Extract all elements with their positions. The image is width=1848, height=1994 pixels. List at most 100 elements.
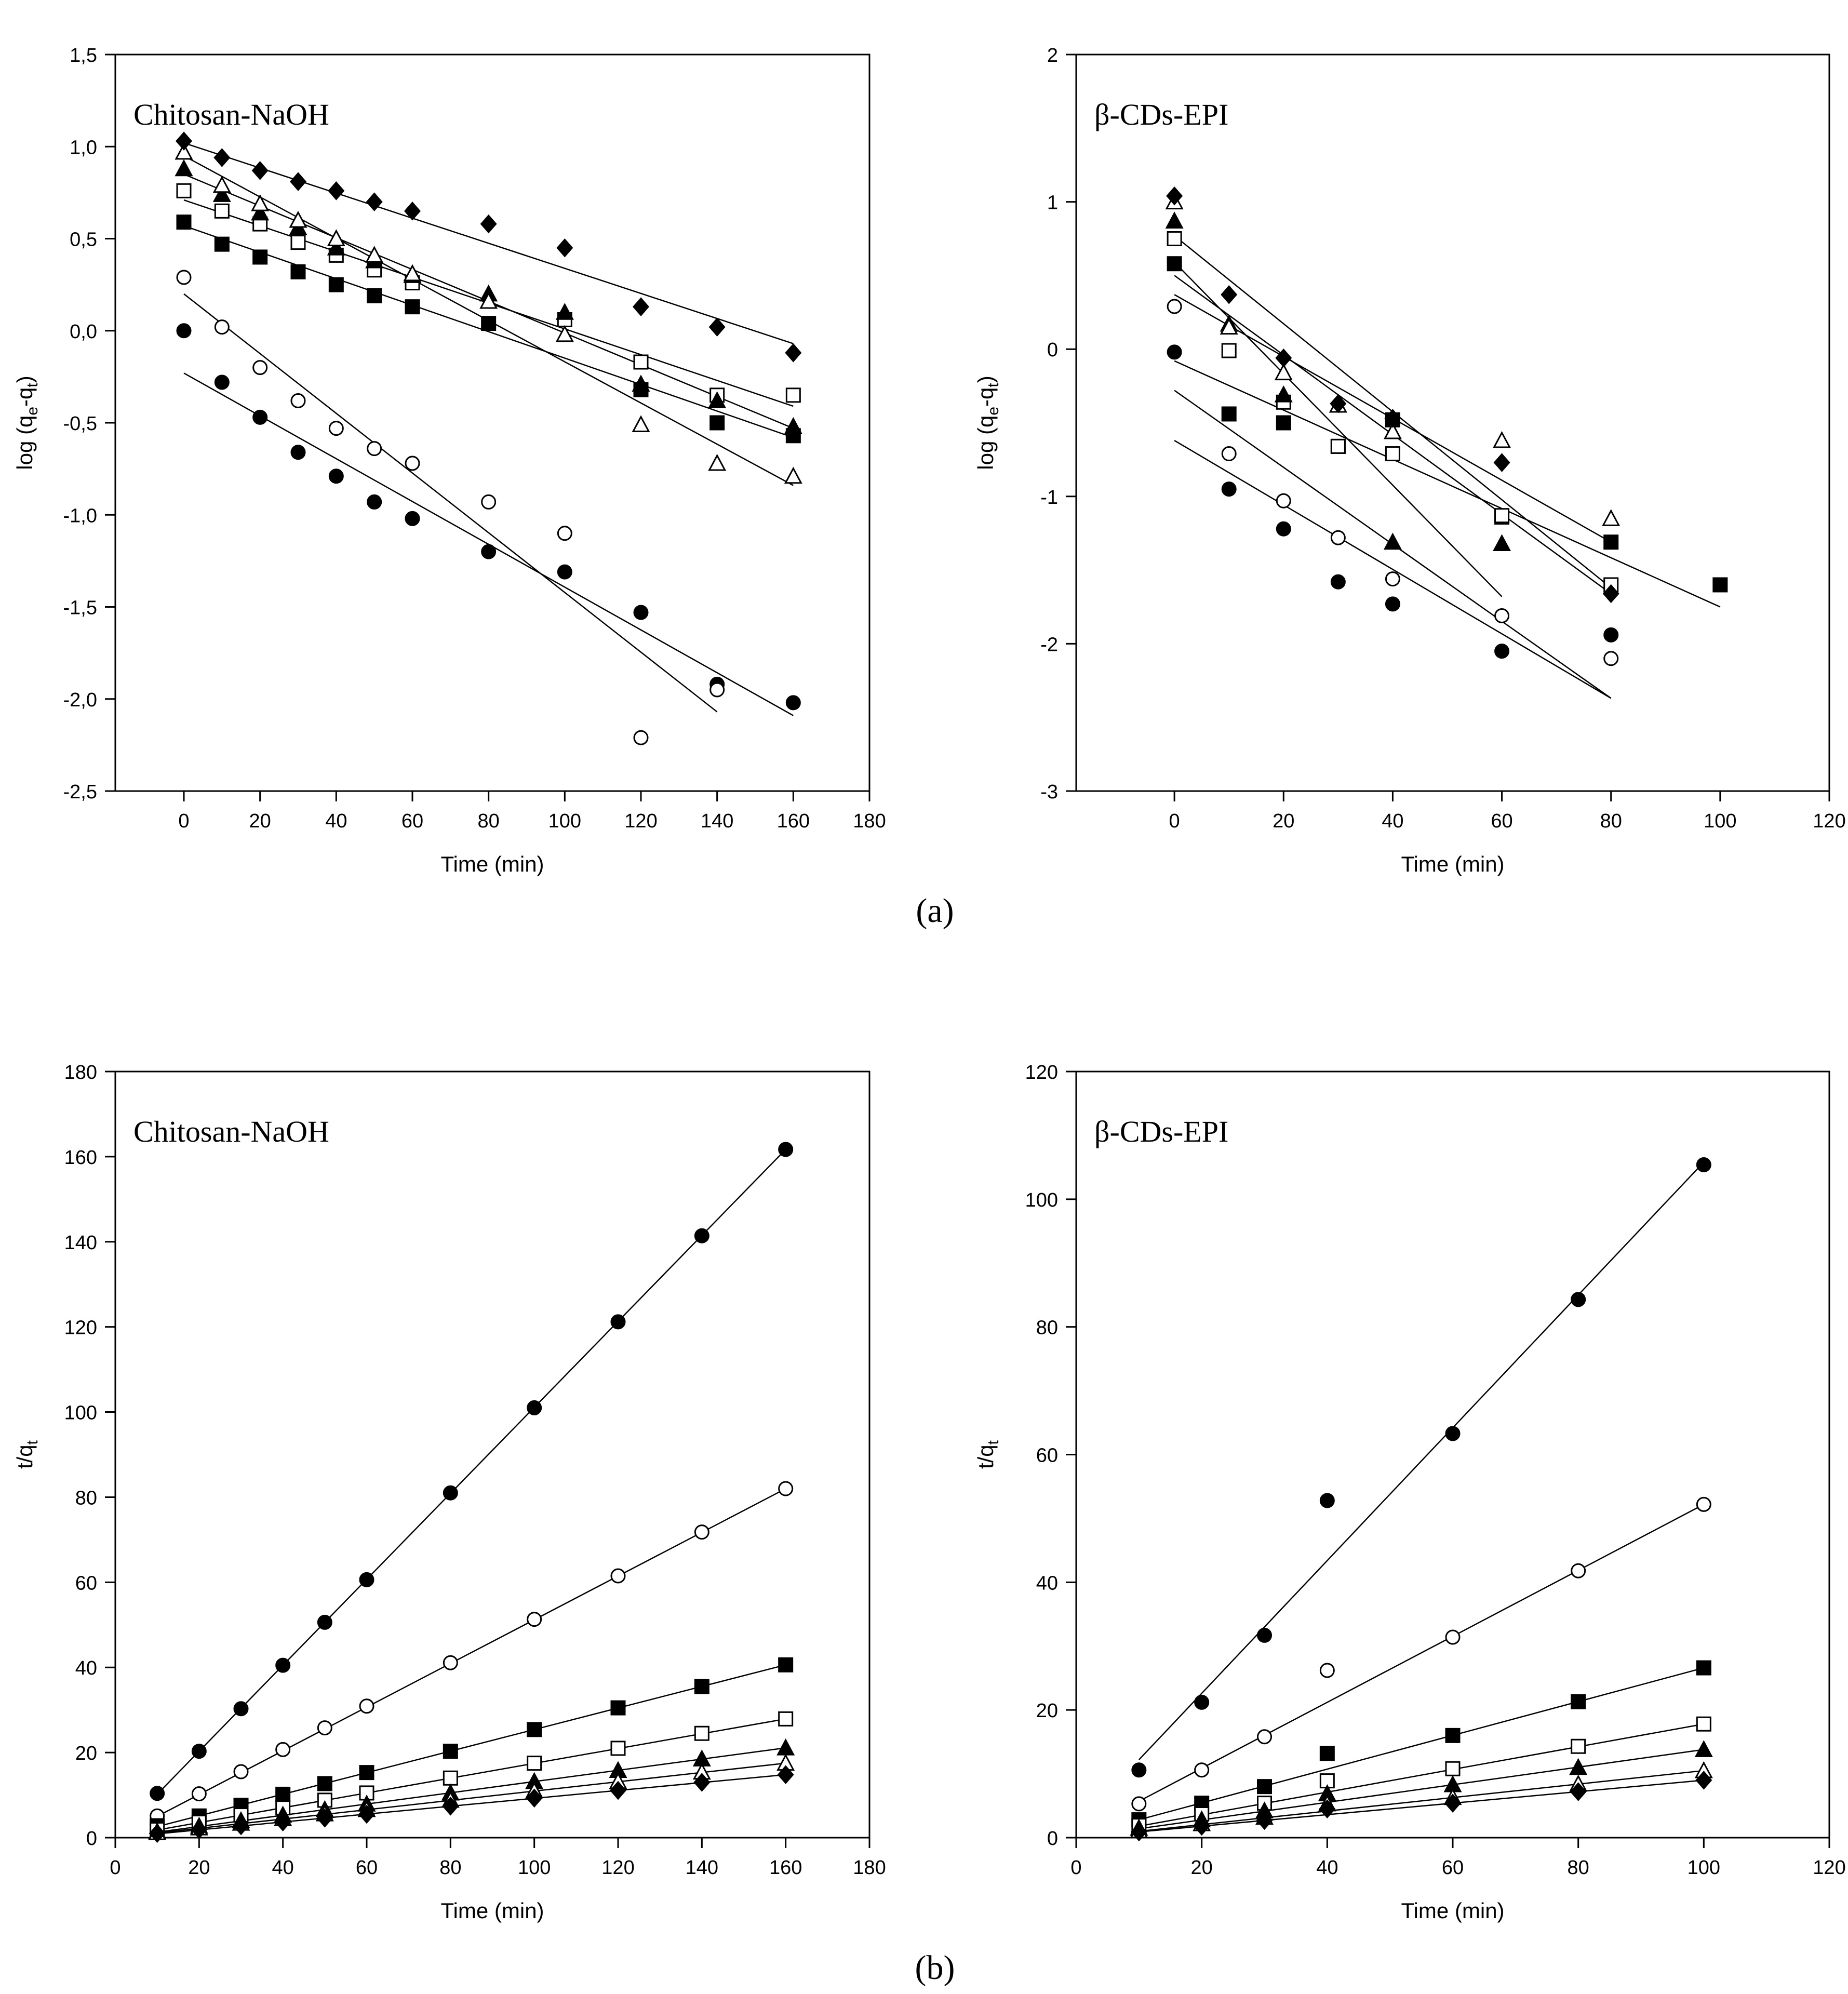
marker-filled-diamond bbox=[633, 297, 649, 316]
y-axis-label-sub-t: t bbox=[985, 1440, 1002, 1444]
marker-filled-triangle bbox=[1383, 532, 1402, 550]
y-axis-label-sub-e: e bbox=[24, 407, 41, 416]
data-markers bbox=[148, 1142, 795, 1843]
marker-open-triangle bbox=[365, 246, 384, 263]
marker-filled-triangle bbox=[555, 303, 574, 320]
y-tick-label: 100 bbox=[64, 1402, 97, 1424]
y-axis-ticks: 0 20 40 60 80 100 120 140 160 180 bbox=[64, 1062, 115, 1850]
marker-filled-circle bbox=[481, 544, 497, 559]
marker-open-square bbox=[1221, 343, 1237, 358]
y-axis-label-end: ) bbox=[973, 376, 998, 383]
marker-open-circle bbox=[191, 1786, 207, 1802]
marker-filled-diamond bbox=[556, 238, 573, 258]
y-axis-label-sub-t: t bbox=[985, 383, 1002, 387]
marker-open-circle bbox=[1319, 1663, 1335, 1678]
marker-filled-diamond bbox=[1602, 584, 1619, 604]
marker-open-square bbox=[633, 354, 649, 370]
y-tick-label: 20 bbox=[1036, 1700, 1058, 1722]
marker-filled-square bbox=[481, 316, 497, 331]
marker-filled-diamond bbox=[251, 161, 269, 180]
marker-open-square bbox=[1167, 231, 1182, 246]
x-tick-label: 120 bbox=[624, 810, 657, 832]
marker-open-circle bbox=[443, 1655, 458, 1670]
marker-filled-diamond bbox=[526, 1788, 543, 1808]
marker-open-circle bbox=[359, 1698, 374, 1714]
marker-open-circle bbox=[290, 393, 306, 408]
chart-title: Chitosan-NaOH bbox=[133, 98, 329, 131]
marker-filled-diamond bbox=[1166, 186, 1183, 206]
x-tick-label: 80 bbox=[439, 1857, 461, 1879]
marker-open-square bbox=[610, 1741, 626, 1756]
marker-open-circle bbox=[367, 441, 382, 457]
marker-open-square bbox=[1445, 1761, 1461, 1776]
marker-filled-square bbox=[1257, 1779, 1272, 1795]
x-axis-ticks: 0 20 40 60 80 100 120 bbox=[1169, 791, 1846, 832]
marker-filled-square bbox=[214, 236, 230, 252]
marker-filled-diamond bbox=[1570, 1782, 1587, 1801]
y-tick-label: 60 bbox=[1036, 1445, 1058, 1467]
x-axis-ticks: 0 20 40 60 80 100 120 bbox=[1070, 1838, 1846, 1879]
marker-filled-circle bbox=[252, 409, 268, 425]
marker-filled-square bbox=[1603, 534, 1619, 550]
x-tick-label: 20 bbox=[188, 1857, 210, 1879]
marker-filled-diamond bbox=[366, 192, 383, 211]
marker-filled-triangle bbox=[708, 391, 727, 408]
y-tick-label: -1,0 bbox=[63, 505, 97, 527]
marker-open-triangle bbox=[1274, 363, 1293, 381]
fit-line-open-triangle bbox=[157, 1762, 786, 1834]
marker-filled-diamond bbox=[1384, 409, 1401, 428]
marker-filled-square bbox=[778, 1657, 794, 1672]
marker-open-circle bbox=[778, 1481, 794, 1496]
marker-filled-triangle bbox=[1493, 534, 1511, 552]
x-tick-label: 100 bbox=[518, 1857, 551, 1879]
marker-open-triangle bbox=[1602, 509, 1621, 526]
x-tick-label: 120 bbox=[1813, 1857, 1845, 1879]
marker-open-triangle bbox=[1383, 422, 1402, 439]
marker-filled-diamond bbox=[316, 1809, 333, 1828]
marker-filled-triangle bbox=[632, 374, 650, 392]
marker-filled-square bbox=[1712, 577, 1728, 593]
marker-open-circle bbox=[694, 1524, 709, 1540]
marker-open-circle bbox=[1167, 299, 1182, 314]
marker-filled-square bbox=[1167, 256, 1182, 272]
marker-open-circle bbox=[1696, 1496, 1711, 1512]
marker-filled-triangle bbox=[1694, 1740, 1713, 1757]
marker-open-circle bbox=[1330, 530, 1346, 545]
chart-a2: 0 20 40 60 80 100 120 -3 -2 -1 0 1 2 β-CDs-EPI Time… bbox=[973, 45, 1846, 876]
marker-filled-square bbox=[275, 1786, 291, 1802]
x-tick-label: 20 bbox=[249, 810, 271, 832]
marker-open-triangle bbox=[327, 229, 345, 246]
marker-open-square bbox=[1330, 438, 1346, 454]
marker-open-circle bbox=[1571, 1563, 1586, 1578]
fit-line-filled-square bbox=[1139, 1667, 1704, 1821]
marker-filled-square bbox=[1319, 1746, 1335, 1761]
y-tick-label: 180 bbox=[64, 1062, 97, 1083]
y-tick-label: -1,5 bbox=[63, 597, 97, 619]
marker-open-circle bbox=[275, 1742, 291, 1757]
marker-filled-circle bbox=[1167, 344, 1182, 360]
x-tick-label: 60 bbox=[1442, 1857, 1464, 1879]
marker-filled-diamond bbox=[777, 1765, 794, 1785]
marker-filled-diamond bbox=[149, 1824, 166, 1843]
marker-filled-diamond bbox=[290, 172, 306, 191]
marker-filled-circle bbox=[317, 1614, 332, 1630]
y-tick-label: 120 bbox=[64, 1317, 97, 1339]
y-axis-label-mid: -q bbox=[973, 387, 998, 407]
marker-filled-diamond bbox=[1193, 1816, 1210, 1836]
y-tick-label: 20 bbox=[75, 1743, 97, 1764]
y-tick-label: -2 bbox=[1040, 634, 1058, 655]
marker-filled-triangle bbox=[784, 417, 802, 434]
y-tick-label: 80 bbox=[1036, 1317, 1058, 1339]
data-markers bbox=[175, 131, 802, 745]
marker-filled-triangle bbox=[175, 159, 193, 177]
y-tick-label: 0 bbox=[86, 1828, 97, 1850]
x-tick-label: 60 bbox=[401, 810, 423, 832]
y-axis-label-sub-t: t bbox=[24, 1440, 41, 1444]
marker-filled-diamond bbox=[693, 1773, 711, 1792]
marker-filled-square bbox=[317, 1776, 332, 1791]
x-tick-label: 20 bbox=[1191, 1857, 1213, 1879]
y-tick-label: 2 bbox=[1047, 45, 1058, 66]
x-tick-label: 80 bbox=[1600, 810, 1622, 832]
marker-filled-circle bbox=[778, 1142, 794, 1157]
